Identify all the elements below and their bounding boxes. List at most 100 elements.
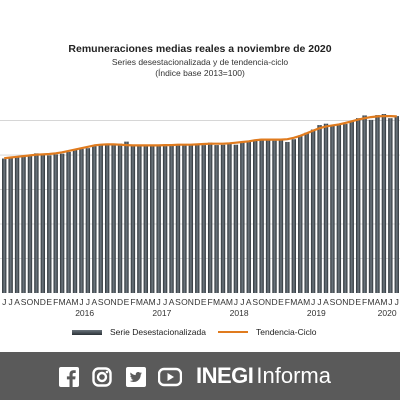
- bar: [368, 119, 374, 294]
- month-tick-label: F: [285, 297, 290, 307]
- month-tick-label: M: [303, 297, 310, 307]
- bar: [2, 158, 7, 293]
- footer-bar: INEGI Informa: [0, 352, 400, 400]
- month-tick-label: S: [98, 297, 104, 307]
- facebook-icon[interactable]: [59, 367, 79, 387]
- bar: [130, 145, 136, 293]
- month-tick-label: N: [188, 297, 194, 307]
- month-tick-label: D: [349, 297, 355, 307]
- inegi-informa-logo: INEGI Informa: [196, 362, 331, 390]
- month-tick-label: A: [220, 297, 226, 307]
- legend-item-trend: Tendencia-Ciclo: [218, 327, 316, 337]
- month-tick-label: E: [124, 297, 130, 307]
- month-tick-label: S: [330, 297, 336, 307]
- bar: [98, 144, 103, 293]
- brand-inegi: INEGI: [196, 363, 254, 388]
- bar: [375, 115, 380, 293]
- month-tick-label: D: [194, 297, 200, 307]
- month-tick-label: A: [297, 297, 303, 307]
- month-tick-label: M: [380, 297, 387, 307]
- twitter-icon[interactable]: [126, 367, 146, 387]
- year-tick-label: 2018: [230, 308, 249, 318]
- legend-bar-swatch: [72, 329, 102, 335]
- bar: [111, 144, 116, 293]
- bar: [66, 151, 71, 293]
- bar: [53, 154, 58, 293]
- month-tick-label: N: [265, 297, 271, 307]
- legend-item-seasonal: Serie Desestacionalizada: [72, 327, 206, 337]
- month-tick-label: J: [317, 297, 321, 307]
- bar: [272, 140, 277, 293]
- bar: [291, 139, 297, 293]
- month-tick-label: O: [258, 297, 265, 307]
- month-tick-label: J: [395, 297, 399, 307]
- bar: [79, 148, 84, 293]
- month-tick-label: M: [149, 297, 156, 307]
- bar: [317, 125, 322, 293]
- bar: [34, 153, 39, 293]
- month-tick-label: M: [136, 297, 143, 307]
- month-tick-label: A: [375, 297, 381, 307]
- legend: Serie Desestacionalizada Tendencia-Ciclo: [0, 327, 400, 341]
- bar: [117, 143, 123, 293]
- bar: [253, 139, 258, 293]
- year-tick-label: 2016: [75, 308, 94, 318]
- bar: [298, 135, 303, 293]
- bar: [156, 145, 161, 293]
- month-tick-label: D: [117, 297, 123, 307]
- bar: [124, 141, 129, 293]
- bar: [195, 144, 200, 293]
- bar: [162, 146, 168, 293]
- month-tick-label: J: [2, 297, 6, 307]
- year-tick-label: 2017: [152, 308, 171, 318]
- bar: [169, 144, 174, 293]
- month-tick-label: J: [157, 297, 161, 307]
- bar: [72, 149, 78, 293]
- month-tick-label: M: [290, 297, 297, 307]
- month-tick-label: A: [323, 297, 329, 307]
- month-tick-label: A: [14, 297, 20, 307]
- chart-title: Remuneraciones medias reales a noviembre…: [68, 43, 332, 55]
- bar: [27, 155, 33, 293]
- month-tick-label: F: [362, 297, 367, 307]
- bar: [265, 139, 271, 293]
- bar: [355, 118, 361, 293]
- month-tick-label: E: [201, 297, 207, 307]
- month-tick-label: J: [240, 297, 244, 307]
- month-tick-label: J: [311, 297, 315, 307]
- bar: [188, 144, 194, 293]
- bar-series: [2, 114, 399, 294]
- bar: [388, 118, 393, 293]
- trend-line: [4, 115, 397, 160]
- legend-label-trend: Tendencia-Ciclo: [256, 327, 317, 337]
- bar: [214, 145, 219, 293]
- month-tick-label: M: [367, 297, 374, 307]
- month-tick-label: J: [86, 297, 90, 307]
- chart-subtitle: Series desestacionalizada y de tendencia…: [0, 57, 400, 79]
- month-tick-label: O: [104, 297, 111, 307]
- bar: [285, 141, 290, 293]
- month-tick-label: N: [111, 297, 117, 307]
- bar: [21, 155, 26, 293]
- bar: [220, 144, 226, 293]
- month-tick-label: A: [169, 297, 175, 307]
- bar: [323, 123, 329, 293]
- legend-label-seasonal: Serie Desestacionalizada: [110, 327, 206, 337]
- month-tick-label: O: [181, 297, 188, 307]
- bar: [8, 157, 13, 293]
- bar: [278, 139, 284, 293]
- youtube-icon[interactable]: [158, 367, 182, 387]
- bar: [246, 140, 251, 293]
- month-tick-label: A: [143, 297, 149, 307]
- bar: [143, 145, 148, 293]
- month-tick-label: J: [234, 297, 238, 307]
- month-tick-label: S: [21, 297, 27, 307]
- instagram-icon[interactable]: [92, 367, 112, 387]
- month-tick-label: E: [46, 297, 52, 307]
- month-tick-label: M: [226, 297, 233, 307]
- bar: [47, 155, 52, 293]
- month-tick-label: D: [271, 297, 277, 307]
- bar: [349, 121, 354, 293]
- bar: [259, 138, 264, 293]
